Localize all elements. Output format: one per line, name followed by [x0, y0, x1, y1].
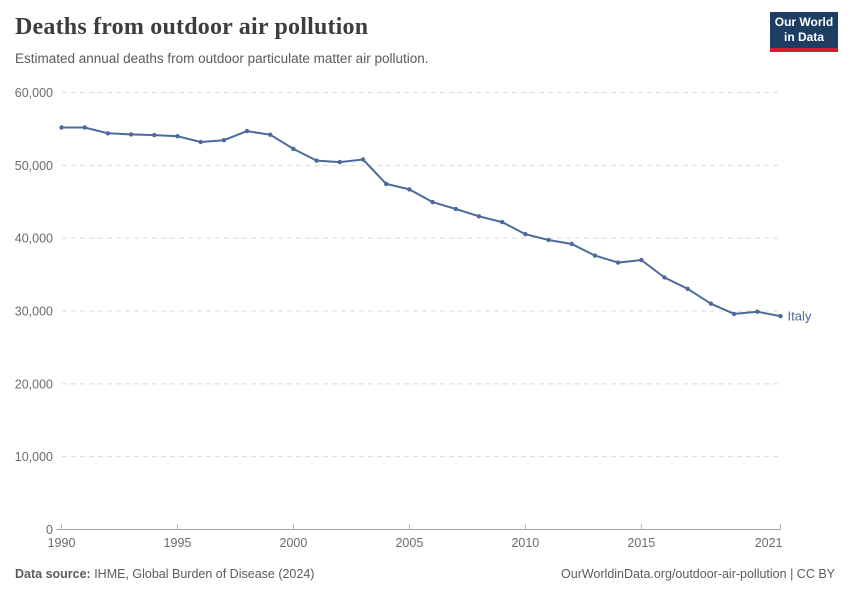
y-axis-tick-label: 30,000: [15, 305, 53, 319]
data-point[interactable]: [639, 257, 644, 263]
series-label-italy[interactable]: Italy: [788, 309, 812, 324]
owid-logo: Our World in Data: [770, 12, 838, 52]
page-subtitle: Estimated annual deaths from outdoor par…: [15, 50, 429, 66]
data-point[interactable]: [453, 206, 458, 212]
data-point[interactable]: [476, 214, 482, 219]
data-source-note: Data source: IHME, Global Burden of Dise…: [15, 567, 314, 581]
y-axis-tick-label: 50,000: [15, 159, 53, 173]
data-point[interactable]: [82, 125, 87, 130]
data-point[interactable]: [384, 181, 389, 187]
data-point[interactable]: [337, 159, 342, 165]
y-axis-tick-label: 10,000: [15, 450, 53, 464]
data-point[interactable]: [268, 132, 273, 137]
x-axis-tick-label: 1995: [164, 536, 192, 550]
data-point[interactable]: [407, 187, 412, 192]
x-axis-tick-label: 2010: [511, 536, 539, 550]
data-point[interactable]: [175, 134, 180, 139]
footer-divider: |: [786, 567, 797, 581]
footer: Data source: IHME, Global Burden of Dise…: [15, 567, 835, 581]
data-point[interactable]: [569, 241, 574, 247]
data-point[interactable]: [314, 158, 319, 163]
owid-logo-line2: in Data: [783, 30, 824, 44]
owid-logo-line1: Our World: [774, 15, 834, 29]
data-point[interactable]: [708, 301, 714, 306]
line-series-italy[interactable]: [60, 126, 782, 318]
data-point[interactable]: [291, 146, 296, 152]
y-axis-tick-label: 0: [46, 523, 53, 537]
data-point[interactable]: [546, 237, 551, 243]
data-point[interactable]: [615, 260, 621, 265]
data-point[interactable]: [592, 253, 598, 258]
y-axis-tick-label: 60,000: [15, 86, 53, 100]
data-point[interactable]: [152, 132, 157, 138]
x-axis-tick-label: 2021: [755, 536, 783, 550]
x-axis-tick-label: 2015: [627, 536, 655, 550]
data-point[interactable]: [59, 125, 64, 130]
data-point[interactable]: [105, 131, 111, 136]
data-point[interactable]: [198, 139, 203, 145]
data-source-value: IHME, Global Burden of Disease (2024): [90, 567, 315, 581]
x-axis-tick-label: 1990: [48, 536, 76, 550]
footer-license[interactable]: CC BY: [796, 567, 835, 581]
data-point[interactable]: [430, 199, 435, 205]
data-point[interactable]: [221, 138, 227, 143]
x-axis-tick-label: 2000: [280, 536, 308, 550]
data-point[interactable]: [755, 309, 760, 314]
footer-link[interactable]: OurWorldinData.org/outdoor-air-pollution: [561, 567, 787, 581]
data-point[interactable]: [500, 219, 505, 225]
header: Deaths from outdoor air pollution Estima…: [15, 14, 715, 66]
data-point[interactable]: [360, 157, 366, 162]
page-title: Deaths from outdoor air pollution: [15, 14, 369, 40]
y-axis-tick-label: 40,000: [15, 232, 53, 246]
footer-attribution: OurWorldinData.org/outdoor-air-pollution…: [561, 567, 835, 581]
data-point[interactable]: [778, 313, 783, 319]
data-source-label: Data source:: [15, 567, 91, 581]
data-point[interactable]: [523, 232, 528, 237]
data-point[interactable]: [128, 132, 134, 137]
y-axis-tick-label: 20,000: [15, 377, 53, 391]
x-axis-tick-label: 2005: [395, 536, 423, 550]
data-point[interactable]: [731, 311, 737, 317]
data-point[interactable]: [244, 128, 250, 134]
data-point[interactable]: [685, 286, 690, 291]
data-point[interactable]: [662, 275, 667, 280]
